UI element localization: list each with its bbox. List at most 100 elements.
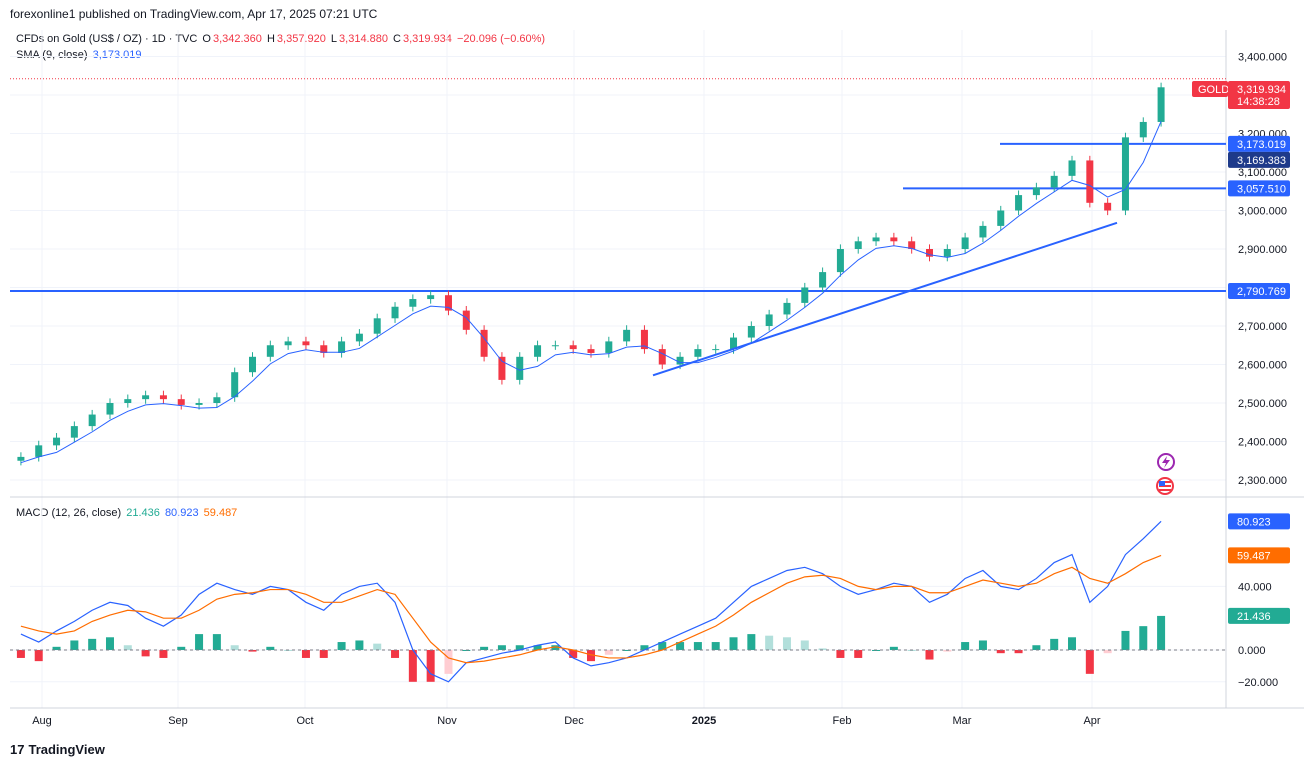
macd-histogram-bar	[658, 642, 667, 650]
candle-body	[462, 310, 470, 330]
candle-body	[284, 341, 292, 346]
price-axis: 3,400.0003,200.0003,100.0003,000.0002,90…	[1238, 52, 1287, 488]
candle-body	[70, 426, 78, 438]
price-tick-label: 2,900.000	[1238, 244, 1287, 256]
candle-body	[427, 295, 435, 300]
macd-histogram-bar	[836, 650, 845, 658]
candle-body	[1050, 175, 1058, 188]
price-legend: CFDs on Gold (US$ / OZ) · 1D · TVC O 3,34…	[16, 33, 547, 45]
candle-body	[658, 349, 666, 365]
sma-label[interactable]: SMA (9, close)	[16, 49, 88, 61]
macd-histogram-bar	[248, 650, 257, 652]
macd-histogram-bar	[622, 650, 631, 651]
macd-histogram-bar	[444, 650, 453, 674]
candle-body	[516, 356, 524, 380]
macd-histogram-bar	[408, 650, 417, 682]
macd-hist-value: 21.436	[126, 507, 160, 519]
lightning-icon[interactable]	[1157, 453, 1175, 471]
macd-histogram-bar	[747, 634, 756, 650]
trendline[interactable]	[652, 221, 1118, 377]
candle-body	[195, 403, 203, 405]
candle-body	[1015, 195, 1023, 211]
candle-body	[676, 356, 684, 365]
ascending-trendline	[652, 221, 1118, 377]
macd-histogram-bar	[355, 640, 364, 650]
macd-histogram-bar	[16, 650, 25, 658]
macd-histogram-bar	[426, 650, 435, 682]
macd-signal-tag: 59.487	[1237, 550, 1271, 562]
macd-line-tag: 80.923	[1237, 516, 1271, 528]
macd-histogram-bar	[1014, 650, 1023, 654]
sma-value: 3,173.019	[92, 49, 142, 61]
macd-histogram-bar	[319, 650, 328, 658]
price-tick-label: 2,700.000	[1238, 321, 1287, 333]
macd-histogram-bar	[159, 650, 168, 658]
candle-body	[391, 306, 399, 319]
macd-histogram-bar	[177, 646, 186, 650]
sma-line	[20, 121, 1162, 464]
candle-body	[854, 241, 862, 249]
level-tag-3057: 3,057.510	[1237, 183, 1286, 195]
macd-histogram-bar	[782, 637, 791, 650]
macd-histogram-bar	[88, 638, 97, 650]
macd-histogram-bar	[373, 643, 382, 650]
time-label: 2025	[692, 715, 716, 727]
candle-body	[1086, 160, 1094, 203]
macd-histogram-bar	[266, 646, 275, 650]
macd-signal-line	[20, 554, 1162, 664]
candle-body	[249, 356, 257, 373]
macd-histogram-bar	[1085, 650, 1094, 674]
macd-histogram-bar	[1121, 630, 1130, 650]
macd-histogram-bar	[301, 650, 310, 658]
macd-histogram-bar	[70, 640, 79, 650]
candle-body	[498, 356, 506, 380]
candle-body	[213, 397, 221, 403]
macd-histogram-bar	[587, 650, 595, 662]
candle-body	[783, 302, 791, 315]
macd-histogram-bar	[569, 650, 578, 658]
macd-histogram-bar	[1157, 615, 1166, 650]
price-tick-label: 2,600.000	[1238, 360, 1287, 372]
macd-histogram-bar	[337, 642, 346, 650]
price-tags: GOLD 3,319.93414:38:283,173.0193,169.3833…	[1192, 81, 1290, 624]
candle-body	[836, 249, 844, 273]
macd-histogram-bar	[854, 650, 863, 658]
level-tag-3057-bg	[1228, 180, 1290, 197]
candle-body	[1139, 121, 1147, 138]
change-value: −20.096 (−0.60%)	[456, 33, 546, 45]
candlesticks	[17, 82, 1165, 466]
macd-histogram-bar	[212, 634, 221, 650]
close-label: C	[393, 33, 401, 45]
us-flag-icon[interactable]	[1156, 477, 1174, 495]
macd-line-value: 80.923	[164, 507, 199, 519]
macd-tick-label: −20.000	[1238, 677, 1278, 689]
candle-body	[53, 437, 61, 446]
macd-histogram-bar	[141, 650, 150, 657]
candle-body	[480, 329, 488, 357]
macd-pane	[10, 520, 1226, 683]
macd-histogram-bar	[978, 640, 987, 650]
symbol-label[interactable]: CFDs on Gold (US$ / OZ) · 1D · TVC	[16, 33, 198, 45]
time-label: Aug	[32, 715, 52, 727]
candle-body	[159, 395, 167, 400]
candle-body	[534, 345, 542, 357]
macd-hist-tag: 21.436	[1237, 611, 1271, 623]
candle-body	[712, 349, 720, 351]
pane-separator	[10, 30, 1304, 709]
macd-histogram-bar	[105, 637, 114, 650]
candle-body	[943, 249, 951, 257]
candle-body	[320, 345, 328, 353]
macd-histogram-bar	[1050, 638, 1059, 650]
horizontal-levels[interactable]	[10, 78, 1226, 293]
candle-body	[373, 318, 381, 334]
macd-histogram-bar	[693, 642, 702, 650]
candle-body	[908, 241, 916, 249]
macd-histogram-bar	[52, 646, 61, 650]
price-tick-label: 3,100.000	[1238, 167, 1287, 179]
tradingview-footer[interactable]: 17 TradingView	[10, 742, 105, 757]
macd-histogram-bar	[729, 637, 738, 650]
candle-body	[730, 337, 738, 350]
macd-histogram-bar	[391, 650, 400, 658]
candle-body	[177, 399, 185, 405]
